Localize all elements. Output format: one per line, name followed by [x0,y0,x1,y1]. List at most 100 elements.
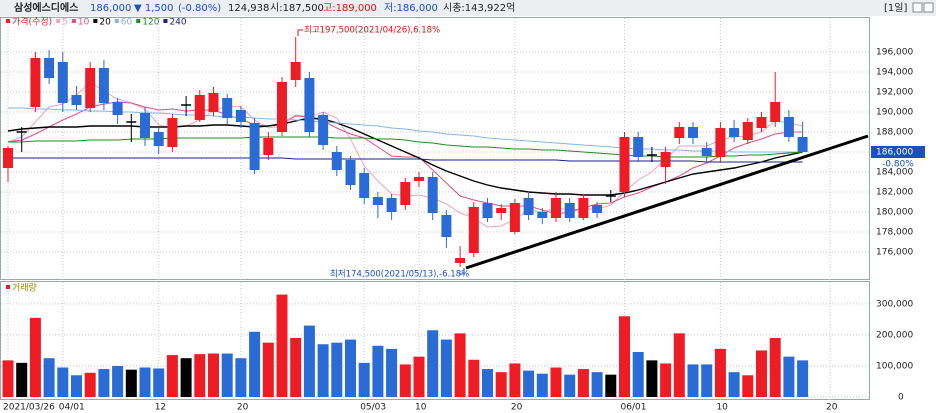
high: 고:189,000 [323,3,377,14]
volume-bar [303,325,315,397]
candle-body [57,62,68,103]
period-button[interactable]: [1일] [884,2,907,14]
volume-bar [701,364,713,397]
volume-bar [276,294,288,397]
last-price-label: 186,000 [876,148,913,158]
volume-bar [194,354,206,397]
volume-bar [153,368,165,397]
volume-bar [427,330,439,397]
legend-swatch [6,285,10,289]
volume-bar [317,344,329,397]
candle-body [509,203,520,232]
y-tick-label: 178,000 [876,228,913,238]
last-change-label: -0.80% [882,160,914,170]
x-tick-label: 20 [237,403,249,413]
volume-bar [550,367,562,397]
y-tick-label: 188,000 [876,128,913,138]
candle-body [167,118,178,147]
volume-bar [495,372,507,397]
volume: 124,938 [228,3,269,14]
legend-swatch [136,19,141,23]
volume-bar [646,360,658,397]
low: 저:186,000 [384,2,438,14]
volume-bar [714,348,726,397]
candle-body [44,58,55,78]
legend-swatch [56,19,61,23]
candle-body [414,177,424,181]
legend-swatch [71,19,76,23]
legend-label: 거래량 [12,282,37,294]
legend-label: 120 [142,18,159,28]
y-tick-label: 176,000 [876,248,913,258]
volume-bar [591,372,603,397]
volume-bar [125,369,137,397]
volume-bar [536,373,548,397]
legend-label: 가격(수정) [12,16,52,28]
volume-bar [673,333,685,397]
volume-bar [331,342,343,397]
candle-body [331,152,342,170]
candle-body [564,203,575,218]
y-tick-label: 300,000 [876,299,913,309]
window-button[interactable] [912,2,923,13]
volume-bar [166,355,178,397]
candle-body [633,137,644,157]
volume-bar [564,374,576,397]
volume-bar [660,363,672,397]
candle-body [222,98,233,118]
legend-label: 20 [99,18,111,28]
candle-body [140,113,150,138]
candle-body [756,117,767,128]
volume-bar [440,339,452,397]
candle-body [85,68,96,108]
candle-body [688,127,698,138]
candle-body [441,215,452,237]
candle-body [194,95,205,120]
volume-bar [577,369,589,397]
legend-swatch [163,19,168,23]
candle-body [98,68,109,103]
x-tick-label: 10 [415,403,427,413]
candle-body [359,173,370,198]
y-tick-label: 180,000 [876,208,913,218]
candle-body [523,198,534,215]
x-tick-label: 12 [155,403,166,413]
x-tick-label: 20 [826,403,838,413]
legend-swatch [6,19,10,23]
candle-body [551,198,561,218]
price: 186,000 [90,3,131,14]
volume-bar [769,338,781,397]
candle-body [71,95,82,105]
volume-bar [29,317,41,397]
price-panel [0,17,870,280]
y-tick-label: 100,000 [876,361,913,371]
close-button[interactable] [923,2,934,13]
candle-body [112,102,123,115]
candle-body [482,203,493,218]
y-tick-label: 182,000 [876,188,913,198]
volume-bar [262,342,274,397]
x-tick-label: 04/01 [59,403,85,413]
candle-body [797,137,808,152]
candle-body [318,115,329,145]
candle-body [660,152,671,167]
candle-body [715,128,726,157]
y-tick-label: 200,000 [876,330,913,340]
volume-bar [619,316,630,397]
volume-bar [509,363,521,397]
volume-bar [98,369,110,397]
volume-bar [783,356,795,397]
volume-bar [797,360,809,397]
volume-bar [2,360,14,397]
legend-swatch [114,19,119,23]
change-pct: (-0.80%) [178,3,221,14]
stock-name: 삼성에스디에스 [14,1,78,14]
candle-body [263,138,274,155]
high-annotation: 최고197,500(2021/04/26),6.18% [304,25,440,36]
legend-swatch [93,19,98,23]
volume-bar [386,348,398,397]
candle-body [592,205,603,213]
moving-average-line [8,107,803,153]
volume-bar [372,345,384,397]
volume-bar [454,333,466,397]
